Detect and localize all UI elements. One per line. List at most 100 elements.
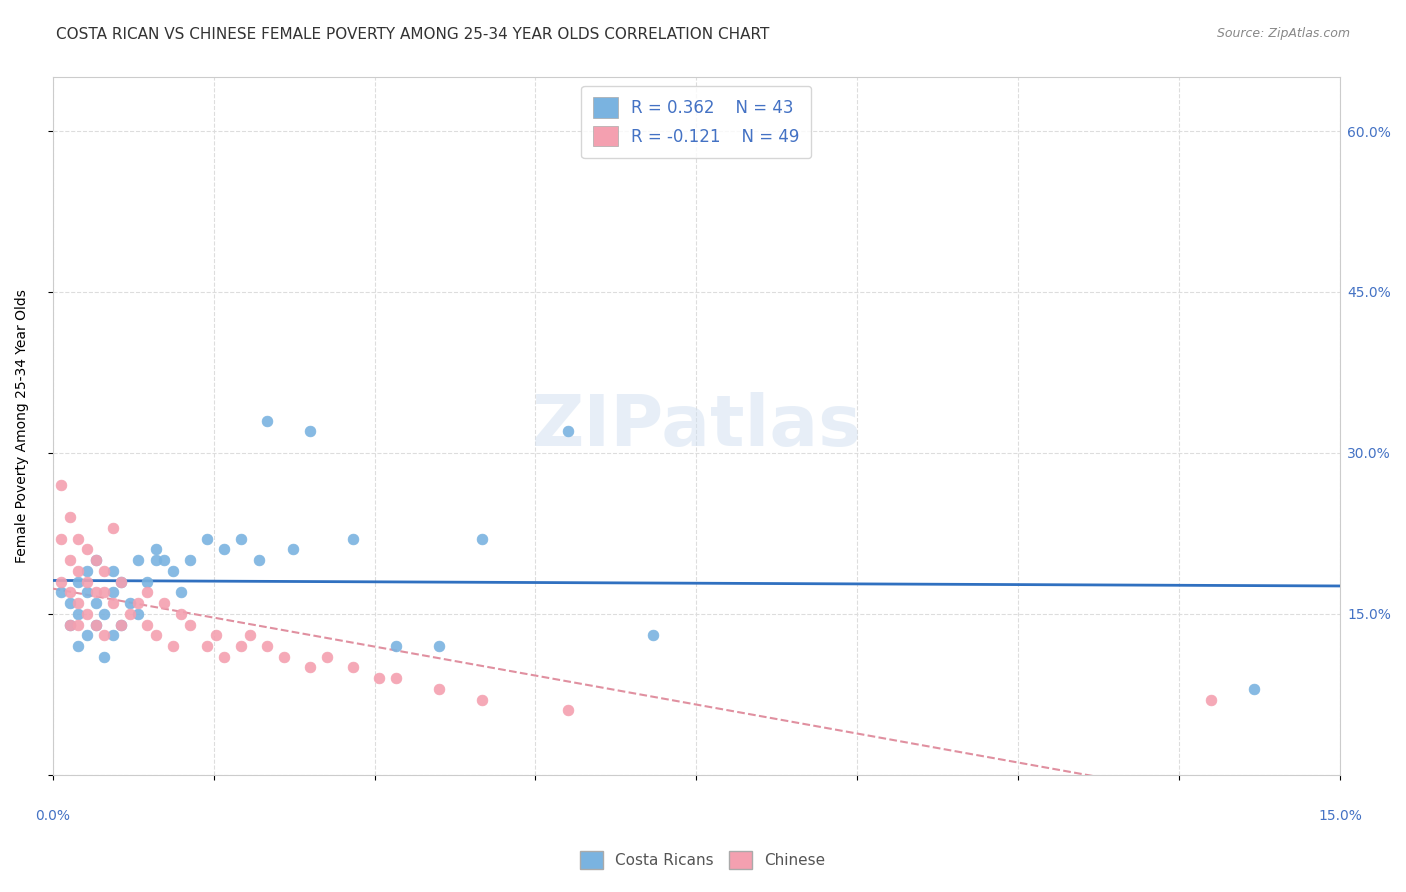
Legend: R = 0.362    N = 43, R = -0.121    N = 49: R = 0.362 N = 43, R = -0.121 N = 49 <box>581 86 811 158</box>
Point <box>127 607 149 621</box>
Point <box>76 607 98 621</box>
Point <box>76 628 98 642</box>
Text: ZIPatlas: ZIPatlas <box>531 392 862 460</box>
Point <box>256 414 278 428</box>
Point <box>93 628 115 642</box>
Point <box>153 553 176 567</box>
Point <box>136 574 159 589</box>
Point <box>281 542 304 557</box>
Point <box>136 585 159 599</box>
Point <box>67 596 90 610</box>
Point <box>76 585 98 599</box>
Point <box>145 542 167 557</box>
Text: Source: ZipAtlas.com: Source: ZipAtlas.com <box>1216 27 1350 40</box>
Point <box>214 542 236 557</box>
Point <box>299 425 322 439</box>
Point <box>127 553 149 567</box>
Point <box>427 639 450 653</box>
Point <box>204 628 226 642</box>
Point <box>471 532 494 546</box>
Point <box>76 564 98 578</box>
Point <box>51 585 73 599</box>
Point <box>145 553 167 567</box>
Point <box>59 596 82 610</box>
Text: COSTA RICAN VS CHINESE FEMALE POVERTY AMONG 25-34 YEAR OLDS CORRELATION CHART: COSTA RICAN VS CHINESE FEMALE POVERTY AM… <box>56 27 769 42</box>
Point <box>93 649 115 664</box>
Point <box>84 617 107 632</box>
Point <box>136 617 159 632</box>
Point <box>110 574 132 589</box>
Point <box>179 617 201 632</box>
Point <box>67 639 90 653</box>
Point <box>214 649 236 664</box>
Point <box>557 703 579 717</box>
Point <box>195 639 218 653</box>
Point <box>162 564 184 578</box>
Point <box>101 564 124 578</box>
Point <box>170 585 193 599</box>
Point <box>101 628 124 642</box>
Point <box>127 596 149 610</box>
Point <box>59 617 82 632</box>
Point <box>84 585 107 599</box>
Point <box>273 649 295 664</box>
Point <box>342 532 364 546</box>
Point <box>101 521 124 535</box>
Point <box>51 532 73 546</box>
Point <box>162 639 184 653</box>
Point <box>256 639 278 653</box>
Point <box>93 564 115 578</box>
Point <box>316 649 339 664</box>
Point <box>342 660 364 674</box>
Point <box>51 574 73 589</box>
Point <box>59 510 82 524</box>
Point <box>67 607 90 621</box>
Point <box>247 553 270 567</box>
Point <box>110 574 132 589</box>
Point <box>557 425 579 439</box>
Point <box>84 553 107 567</box>
Point <box>101 585 124 599</box>
Point <box>59 617 82 632</box>
Point <box>84 617 107 632</box>
Legend: Costa Ricans, Chinese: Costa Ricans, Chinese <box>574 845 832 875</box>
Point <box>76 574 98 589</box>
Point <box>59 553 82 567</box>
Point <box>67 564 90 578</box>
Point <box>471 692 494 706</box>
Point <box>110 617 132 632</box>
Point <box>170 607 193 621</box>
Point <box>427 681 450 696</box>
Point <box>118 596 141 610</box>
Point <box>67 574 90 589</box>
Point <box>145 628 167 642</box>
Text: 15.0%: 15.0% <box>1319 809 1362 823</box>
Point <box>93 585 115 599</box>
Point <box>179 553 201 567</box>
Y-axis label: Female Poverty Among 25-34 Year Olds: Female Poverty Among 25-34 Year Olds <box>15 289 30 563</box>
Point <box>67 532 90 546</box>
Point <box>1201 692 1223 706</box>
Point <box>84 596 107 610</box>
Point <box>231 639 253 653</box>
Point <box>84 553 107 567</box>
Point <box>385 639 408 653</box>
Text: 0.0%: 0.0% <box>35 809 70 823</box>
Point <box>643 628 665 642</box>
Point <box>67 617 90 632</box>
Point <box>299 660 322 674</box>
Point <box>101 596 124 610</box>
Point <box>1243 681 1265 696</box>
Point <box>93 607 115 621</box>
Point <box>385 671 408 685</box>
Point <box>367 671 389 685</box>
Point <box>195 532 218 546</box>
Point <box>76 542 98 557</box>
Point <box>59 585 82 599</box>
Point <box>110 617 132 632</box>
Point <box>239 628 262 642</box>
Point <box>118 607 141 621</box>
Point <box>51 478 73 492</box>
Point <box>153 596 176 610</box>
Point <box>231 532 253 546</box>
